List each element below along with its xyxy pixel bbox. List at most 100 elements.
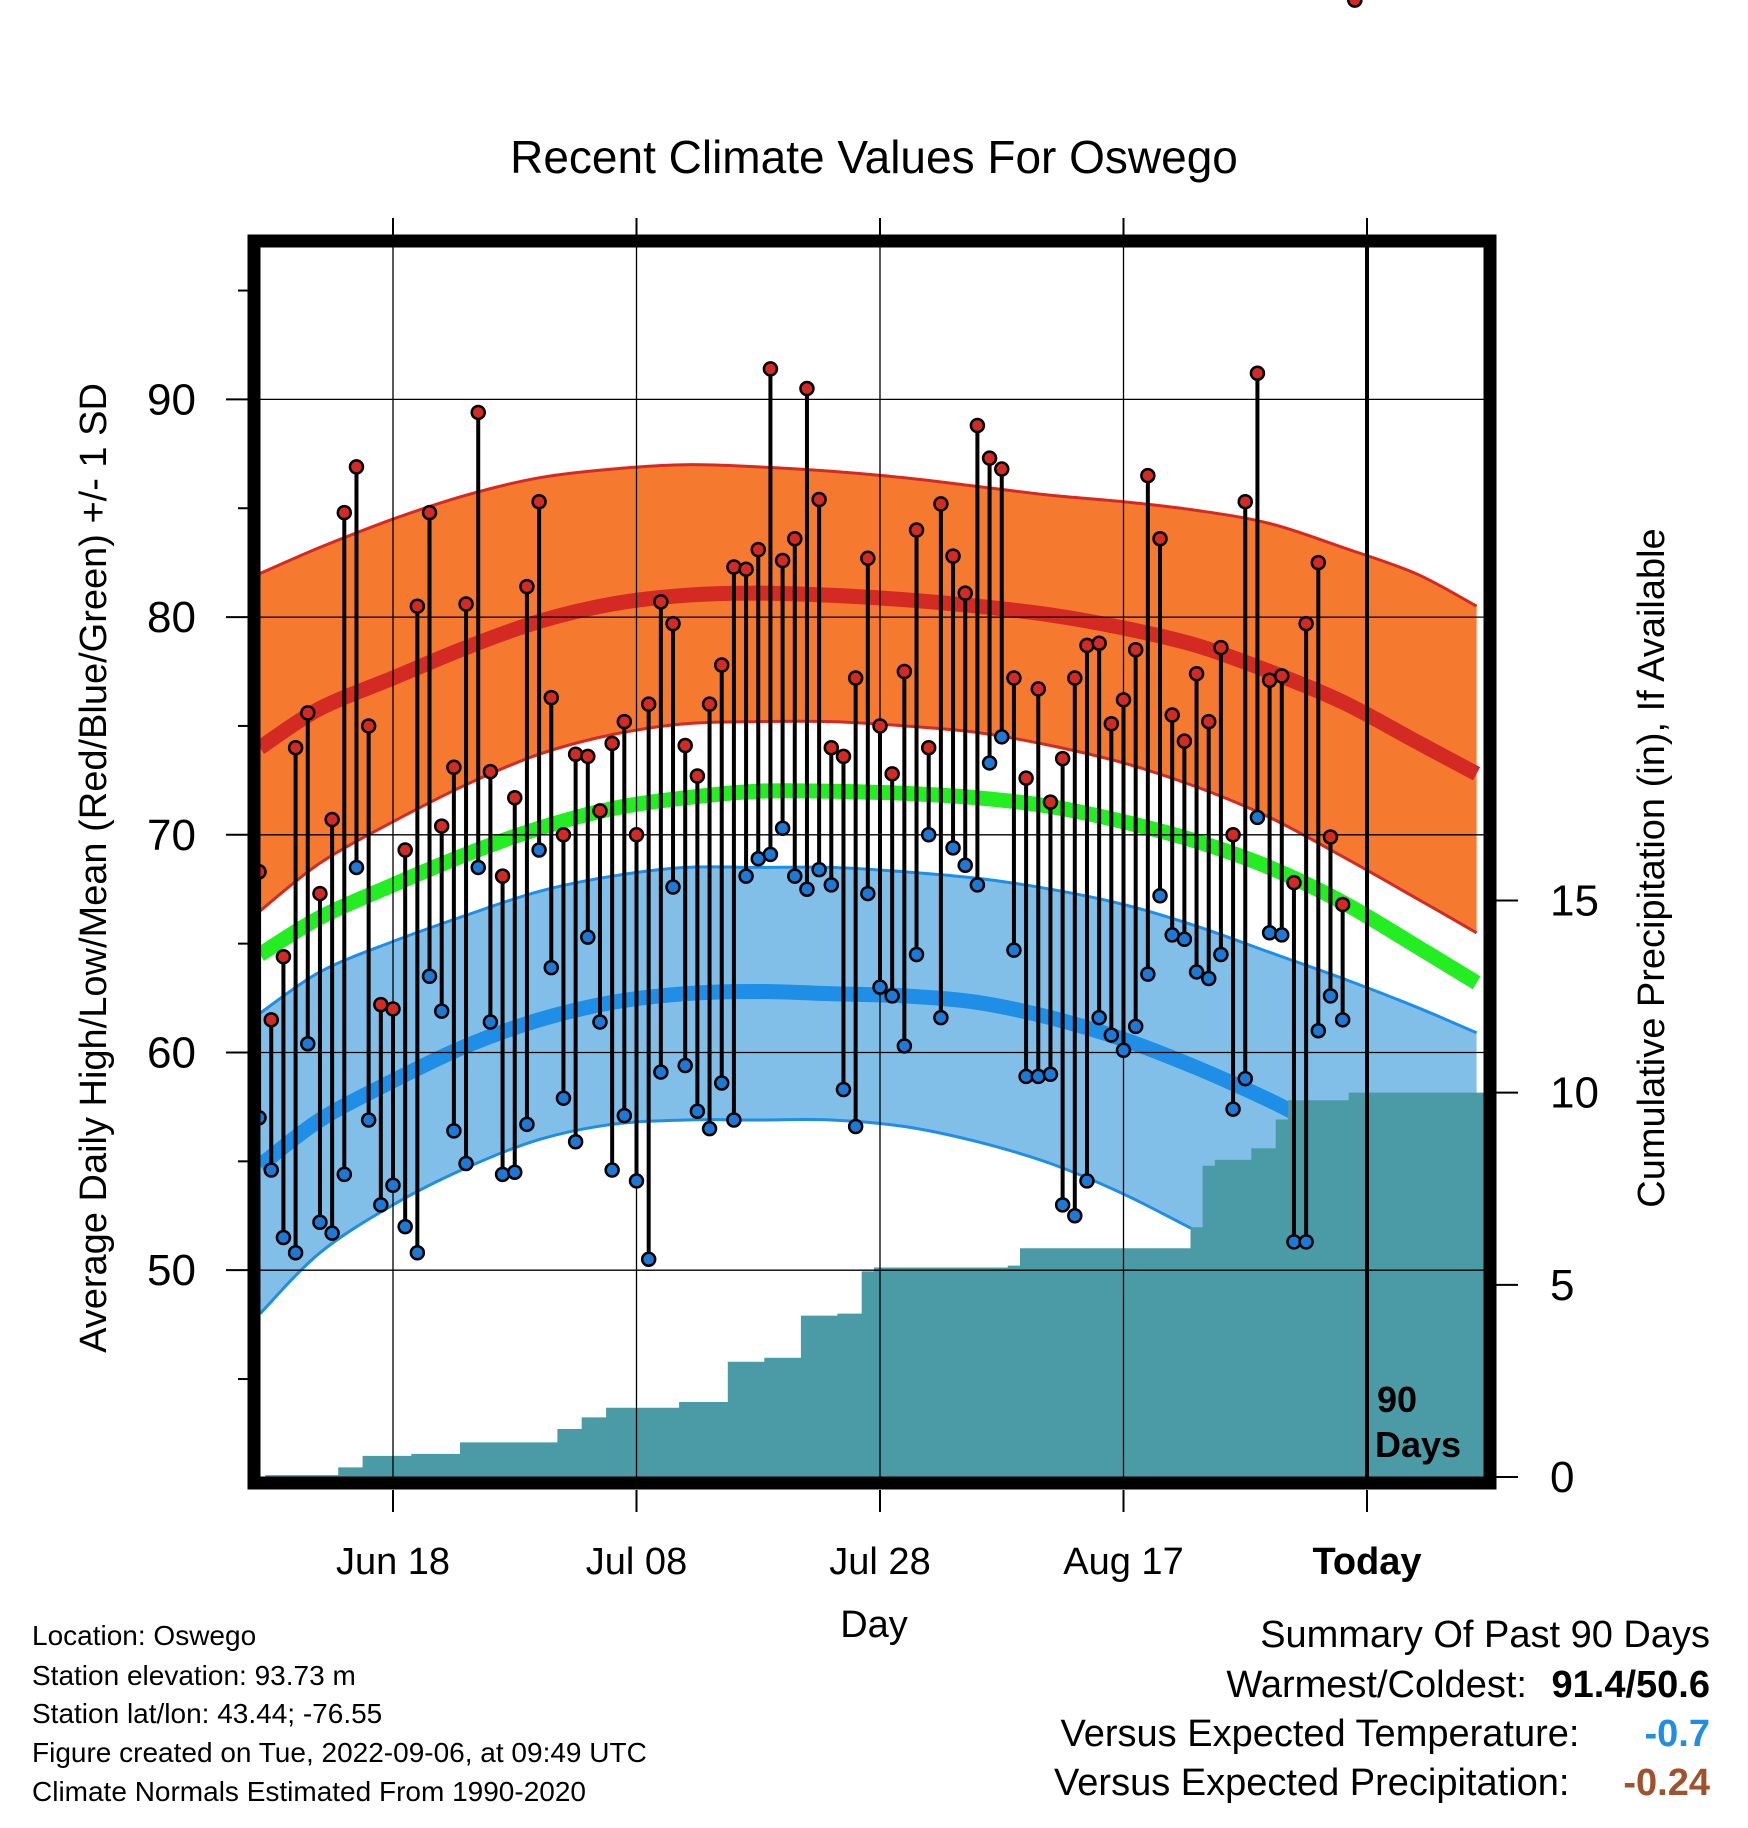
daily-low-point bbox=[567, 1133, 584, 1150]
daily-low-point bbox=[762, 846, 779, 863]
daily-high-point bbox=[896, 663, 913, 680]
daily-high-point bbox=[1127, 641, 1144, 658]
daily-low-point bbox=[385, 1177, 401, 1194]
daily-high-point bbox=[957, 585, 973, 601]
daily-low-point bbox=[933, 1009, 949, 1026]
y-tick-label: 50 bbox=[147, 1246, 196, 1295]
daily-high-point bbox=[1249, 365, 1266, 382]
precip-value: -0.24 bbox=[1623, 1762, 1710, 1804]
daily-high-point bbox=[300, 705, 316, 721]
daily-low-point bbox=[1006, 942, 1022, 958]
daily-high-point bbox=[1164, 707, 1180, 723]
daily-low-point bbox=[604, 1162, 620, 1178]
info-elevation: Station elevation: 93.73 m bbox=[32, 1660, 356, 1691]
x-tick-label: Jun 18 bbox=[336, 1541, 450, 1583]
summary-precipitation: Versus Expected Precipitation: -0.24 bbox=[1054, 1763, 1710, 1803]
today-days-count: 90 bbox=[1377, 1379, 1417, 1420]
daily-high-point bbox=[677, 737, 693, 754]
daily-low-point bbox=[1298, 1234, 1314, 1250]
precipitation-fill bbox=[265, 1092, 1485, 1477]
daily-high-point bbox=[312, 885, 328, 902]
precipitation-area bbox=[265, 1092, 1485, 1477]
daily-high-point bbox=[981, 450, 998, 466]
daily-high-point bbox=[287, 739, 304, 756]
daily-low-point bbox=[994, 729, 1010, 745]
daily-high-point bbox=[1006, 670, 1022, 686]
summary-temperature: Versus Expected Temperature: -0.7 bbox=[1061, 1714, 1710, 1754]
daily-high-point bbox=[787, 530, 803, 547]
daily-high-point bbox=[446, 759, 462, 776]
chart-title: Recent Climate Values For Oswego bbox=[510, 131, 1238, 183]
daily-low-point bbox=[1213, 946, 1229, 963]
daily-low-point bbox=[397, 1218, 413, 1235]
daily-high-point bbox=[1079, 637, 1095, 654]
daily-low-point bbox=[458, 1155, 474, 1172]
daily-low-point bbox=[409, 1245, 426, 1261]
daily-high-point bbox=[811, 491, 827, 508]
daily-low-point bbox=[324, 1225, 340, 1241]
daily-high-point bbox=[653, 594, 669, 610]
daily-high-point bbox=[507, 790, 523, 806]
daily-high-point bbox=[531, 493, 547, 510]
daily-low-point bbox=[482, 1014, 499, 1030]
info-latlon: Station lat/lon: 43.44; -76.55 bbox=[32, 1698, 383, 1729]
daily-high-point bbox=[701, 696, 718, 712]
warm-cold-value: 91.4/50.6 bbox=[1551, 1664, 1710, 1706]
daily-low-point bbox=[1030, 1068, 1047, 1085]
daily-high-point bbox=[1018, 770, 1034, 786]
daily-low-point bbox=[640, 1251, 657, 1268]
daily-low-point bbox=[312, 1214, 328, 1231]
daily-high-point bbox=[823, 739, 840, 756]
daily-high-point bbox=[799, 380, 815, 397]
y-tick-label: 90 bbox=[147, 375, 196, 424]
daily-low-point bbox=[860, 885, 876, 902]
y2-tick-label: 10 bbox=[1550, 1069, 1599, 1118]
daily-high-point bbox=[1347, 0, 1363, 8]
daily-high-point bbox=[872, 718, 888, 734]
daily-low-point bbox=[823, 877, 840, 893]
info-normals: Climate Normals Estimated From 1990-2020 bbox=[32, 1776, 586, 1807]
daily-high-point bbox=[1091, 635, 1107, 651]
daily-low-point bbox=[348, 859, 365, 876]
daily-high-point bbox=[1042, 794, 1059, 810]
daily-low-point bbox=[580, 929, 596, 945]
daily-high-point bbox=[738, 561, 754, 577]
daily-high-point bbox=[616, 713, 633, 730]
daily-low-point bbox=[908, 946, 925, 963]
daily-high-point bbox=[933, 496, 949, 512]
daily-high-point bbox=[592, 803, 608, 819]
daily-low-point bbox=[847, 1118, 864, 1135]
daily-high-point bbox=[640, 696, 657, 712]
daily-high-point bbox=[336, 504, 353, 521]
x-tick-label: Jul 08 bbox=[586, 1541, 687, 1583]
daily-high-point bbox=[1322, 829, 1339, 845]
daily-high-point bbox=[1225, 827, 1241, 843]
daily-high-point bbox=[494, 868, 511, 884]
daily-low-point bbox=[1152, 887, 1168, 904]
plot-border bbox=[247, 234, 1497, 1490]
y2-tick-label: 15 bbox=[1550, 876, 1599, 925]
daily-low-point bbox=[945, 840, 961, 856]
daily-low-point bbox=[738, 868, 754, 884]
daily-high-point bbox=[908, 522, 925, 538]
daily-high-point bbox=[689, 768, 706, 784]
daily-high-point bbox=[1188, 665, 1205, 682]
daily-low-point bbox=[1054, 1197, 1071, 1213]
daily-low-point bbox=[1334, 1012, 1351, 1028]
temp-label: Versus Expected Temperature: bbox=[1060, 1713, 1580, 1755]
daily-high-point bbox=[762, 361, 779, 377]
daily-low-point bbox=[726, 1112, 742, 1128]
warm-cold-label: Warmest/Coldest: bbox=[1226, 1664, 1527, 1706]
daily-low-point bbox=[1067, 1208, 1083, 1224]
daily-low-point bbox=[1079, 1173, 1095, 1189]
daily-low-point bbox=[1261, 925, 1278, 941]
y-tick-label: 60 bbox=[147, 1028, 196, 1077]
daily-low-point bbox=[1115, 1042, 1132, 1059]
daily-low-point bbox=[713, 1075, 730, 1091]
normal-low-line bbox=[255, 983, 1480, 1204]
daily-high-point bbox=[1200, 713, 1217, 730]
daily-low-point bbox=[787, 868, 803, 884]
daily-low-point bbox=[360, 1112, 377, 1128]
daily-dots bbox=[251, 0, 1363, 1268]
